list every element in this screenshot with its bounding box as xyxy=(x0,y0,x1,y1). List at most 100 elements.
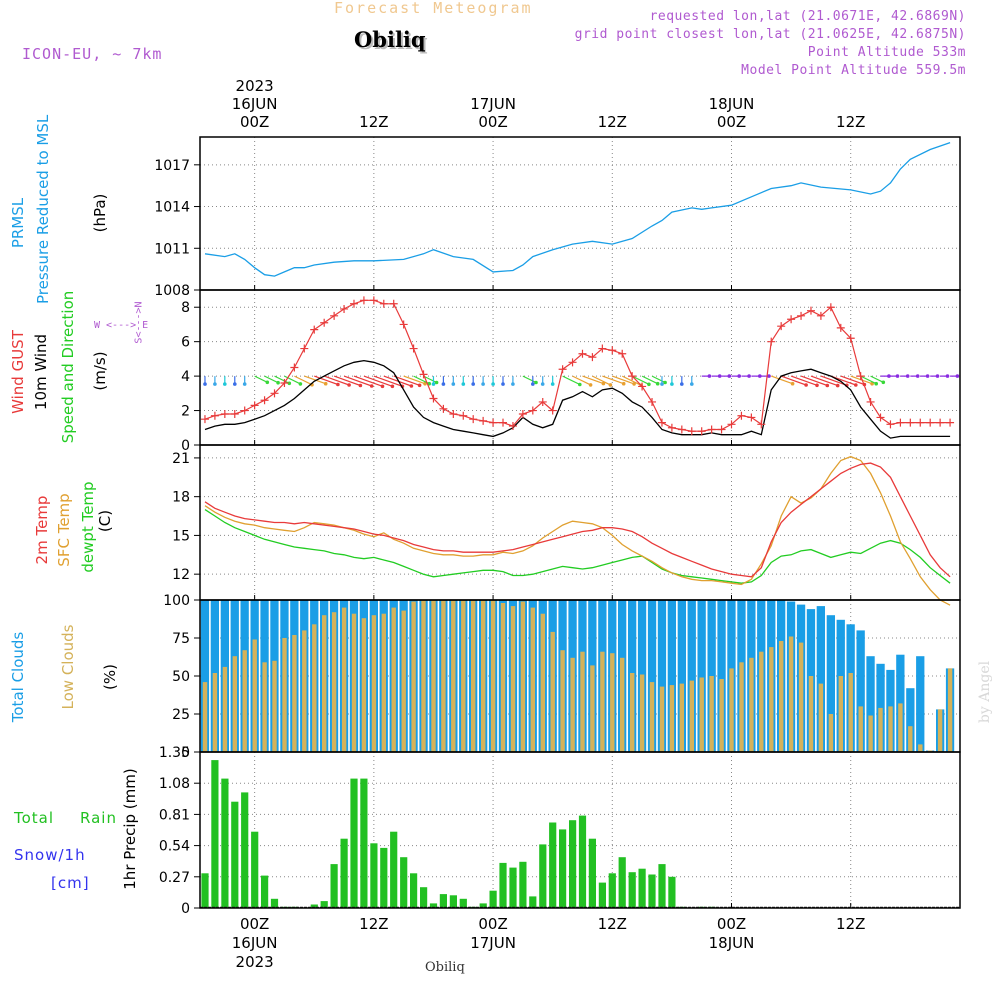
low-cloud-bar xyxy=(302,630,307,752)
model-label: ICON-EU, ~ 7km xyxy=(22,45,163,63)
precipitation-ytick-label: 0.27 xyxy=(159,870,190,886)
low-cloud-bar xyxy=(282,638,287,752)
low-cloud-bar xyxy=(908,726,913,752)
gust-marker xyxy=(489,418,498,427)
wind-direction-arrow xyxy=(294,375,313,386)
wind-direction-arrow xyxy=(631,375,650,385)
wind-direction-arrow xyxy=(621,375,642,386)
wind-arrow-head xyxy=(881,380,886,385)
gust-marker xyxy=(697,427,706,436)
low-cloud-bar xyxy=(242,650,247,752)
total-cloud-bar xyxy=(667,600,676,752)
bottom-time-label: 00Z xyxy=(240,915,269,933)
gust-marker xyxy=(707,425,716,434)
low-cloud-bar xyxy=(947,668,953,752)
low-cloud-bar xyxy=(252,639,257,752)
pressure-ytick-label: 1014 xyxy=(154,200,190,216)
wind-ytick-label: 2 xyxy=(181,404,190,420)
gust-marker xyxy=(538,397,547,406)
wind-direction-arrow xyxy=(641,375,658,385)
wind-arrow-head xyxy=(854,383,858,387)
gust-marker xyxy=(479,416,488,425)
wind-ytick-label: 8 xyxy=(181,300,190,316)
low-cloud-bar xyxy=(292,635,297,752)
temperature-ytick-label: 15 xyxy=(172,528,190,544)
rain-bar xyxy=(559,829,567,908)
wind-direction-arrow xyxy=(582,375,604,385)
bottom-date-label: 18JUN xyxy=(709,934,755,952)
low-cloud-bar xyxy=(639,674,645,752)
closest-coords: grid point closest lon,lat (21.0625E, 42… xyxy=(574,27,966,42)
gust-marker xyxy=(469,415,478,424)
point-altitude: Point Altitude 533m xyxy=(807,45,966,60)
total-cloud-bar xyxy=(647,600,657,752)
low-cloud-bar xyxy=(719,679,724,752)
low-cloud-bar xyxy=(490,600,496,752)
total-cloud-bar xyxy=(657,600,667,752)
top-time-label: 00Z xyxy=(478,113,507,131)
total-cloud-bar xyxy=(866,656,875,752)
rain-bar xyxy=(638,868,646,908)
gust-marker xyxy=(946,418,955,427)
rain-bar xyxy=(270,898,279,908)
wind-direction-arrow xyxy=(314,375,339,386)
total-cloud-bar xyxy=(916,656,925,752)
low-cloud-bar xyxy=(471,600,476,752)
rain-bar xyxy=(310,904,318,908)
wind-direction-arrow xyxy=(383,375,412,387)
rain-bar xyxy=(648,874,656,908)
top-date-label: 17JUN xyxy=(470,95,516,113)
wind-arrow-head xyxy=(887,374,891,378)
gust-marker xyxy=(717,425,726,434)
wind-arrow-head xyxy=(790,381,795,386)
low-cloud-bar xyxy=(510,606,516,752)
rain-bar xyxy=(459,898,467,908)
precipitation-ytick-label: 1.08 xyxy=(159,776,190,792)
gust-marker xyxy=(330,311,339,320)
wind-arrow-head xyxy=(578,382,582,387)
wind-arrow-head xyxy=(540,382,545,386)
gust-marker xyxy=(409,344,418,353)
panel-temperature xyxy=(194,445,960,606)
wind-arrow-head xyxy=(945,374,950,378)
wind-direction-arrow xyxy=(810,375,838,387)
wind-arrow-head xyxy=(423,381,427,386)
low-cloud-bar xyxy=(461,600,466,752)
gust-marker xyxy=(826,303,835,312)
gust-marker xyxy=(359,296,368,305)
gust-marker xyxy=(310,325,319,334)
gust-marker xyxy=(926,418,935,427)
rain-bar xyxy=(251,831,259,908)
rain-bar xyxy=(211,760,219,908)
panel-pressure xyxy=(194,137,960,291)
location-title: Obiliq xyxy=(354,27,426,52)
rain-bar xyxy=(608,873,616,908)
pressure-line xyxy=(204,141,951,277)
wind-arrow-head xyxy=(323,381,328,386)
wind-arrow-head xyxy=(835,383,840,388)
total-cloud-bar xyxy=(717,600,726,752)
rain-bar xyxy=(549,822,557,908)
wind-compass-we: W <---> E xyxy=(94,320,149,331)
bottom-time-label: 00Z xyxy=(478,915,507,933)
low-cloud-bar xyxy=(431,600,436,752)
gust-marker xyxy=(648,397,657,406)
sfc-temp-line xyxy=(204,455,951,606)
rain-bar xyxy=(241,792,249,908)
wind-arrow-head xyxy=(588,383,593,387)
low-cloud-bar xyxy=(759,651,764,752)
wind-arrow-head xyxy=(915,374,920,378)
wind-ytick-label: 0 xyxy=(181,438,190,454)
low-cloud-bar xyxy=(232,656,237,752)
wind-arrow-head xyxy=(380,384,385,389)
low-cloud-bar xyxy=(679,683,684,752)
low-cloud-bar xyxy=(918,744,923,752)
wind-direction-arrow xyxy=(393,375,420,386)
low-cloud-bar xyxy=(421,600,426,752)
precip-label-cm: [cm] xyxy=(51,874,90,892)
meteogram-title: Forecast Meteogram xyxy=(334,0,533,17)
top-time-label: 00Z xyxy=(717,113,746,131)
gust-marker xyxy=(866,397,875,406)
gust-marker xyxy=(459,411,468,420)
gust-marker xyxy=(628,372,637,381)
